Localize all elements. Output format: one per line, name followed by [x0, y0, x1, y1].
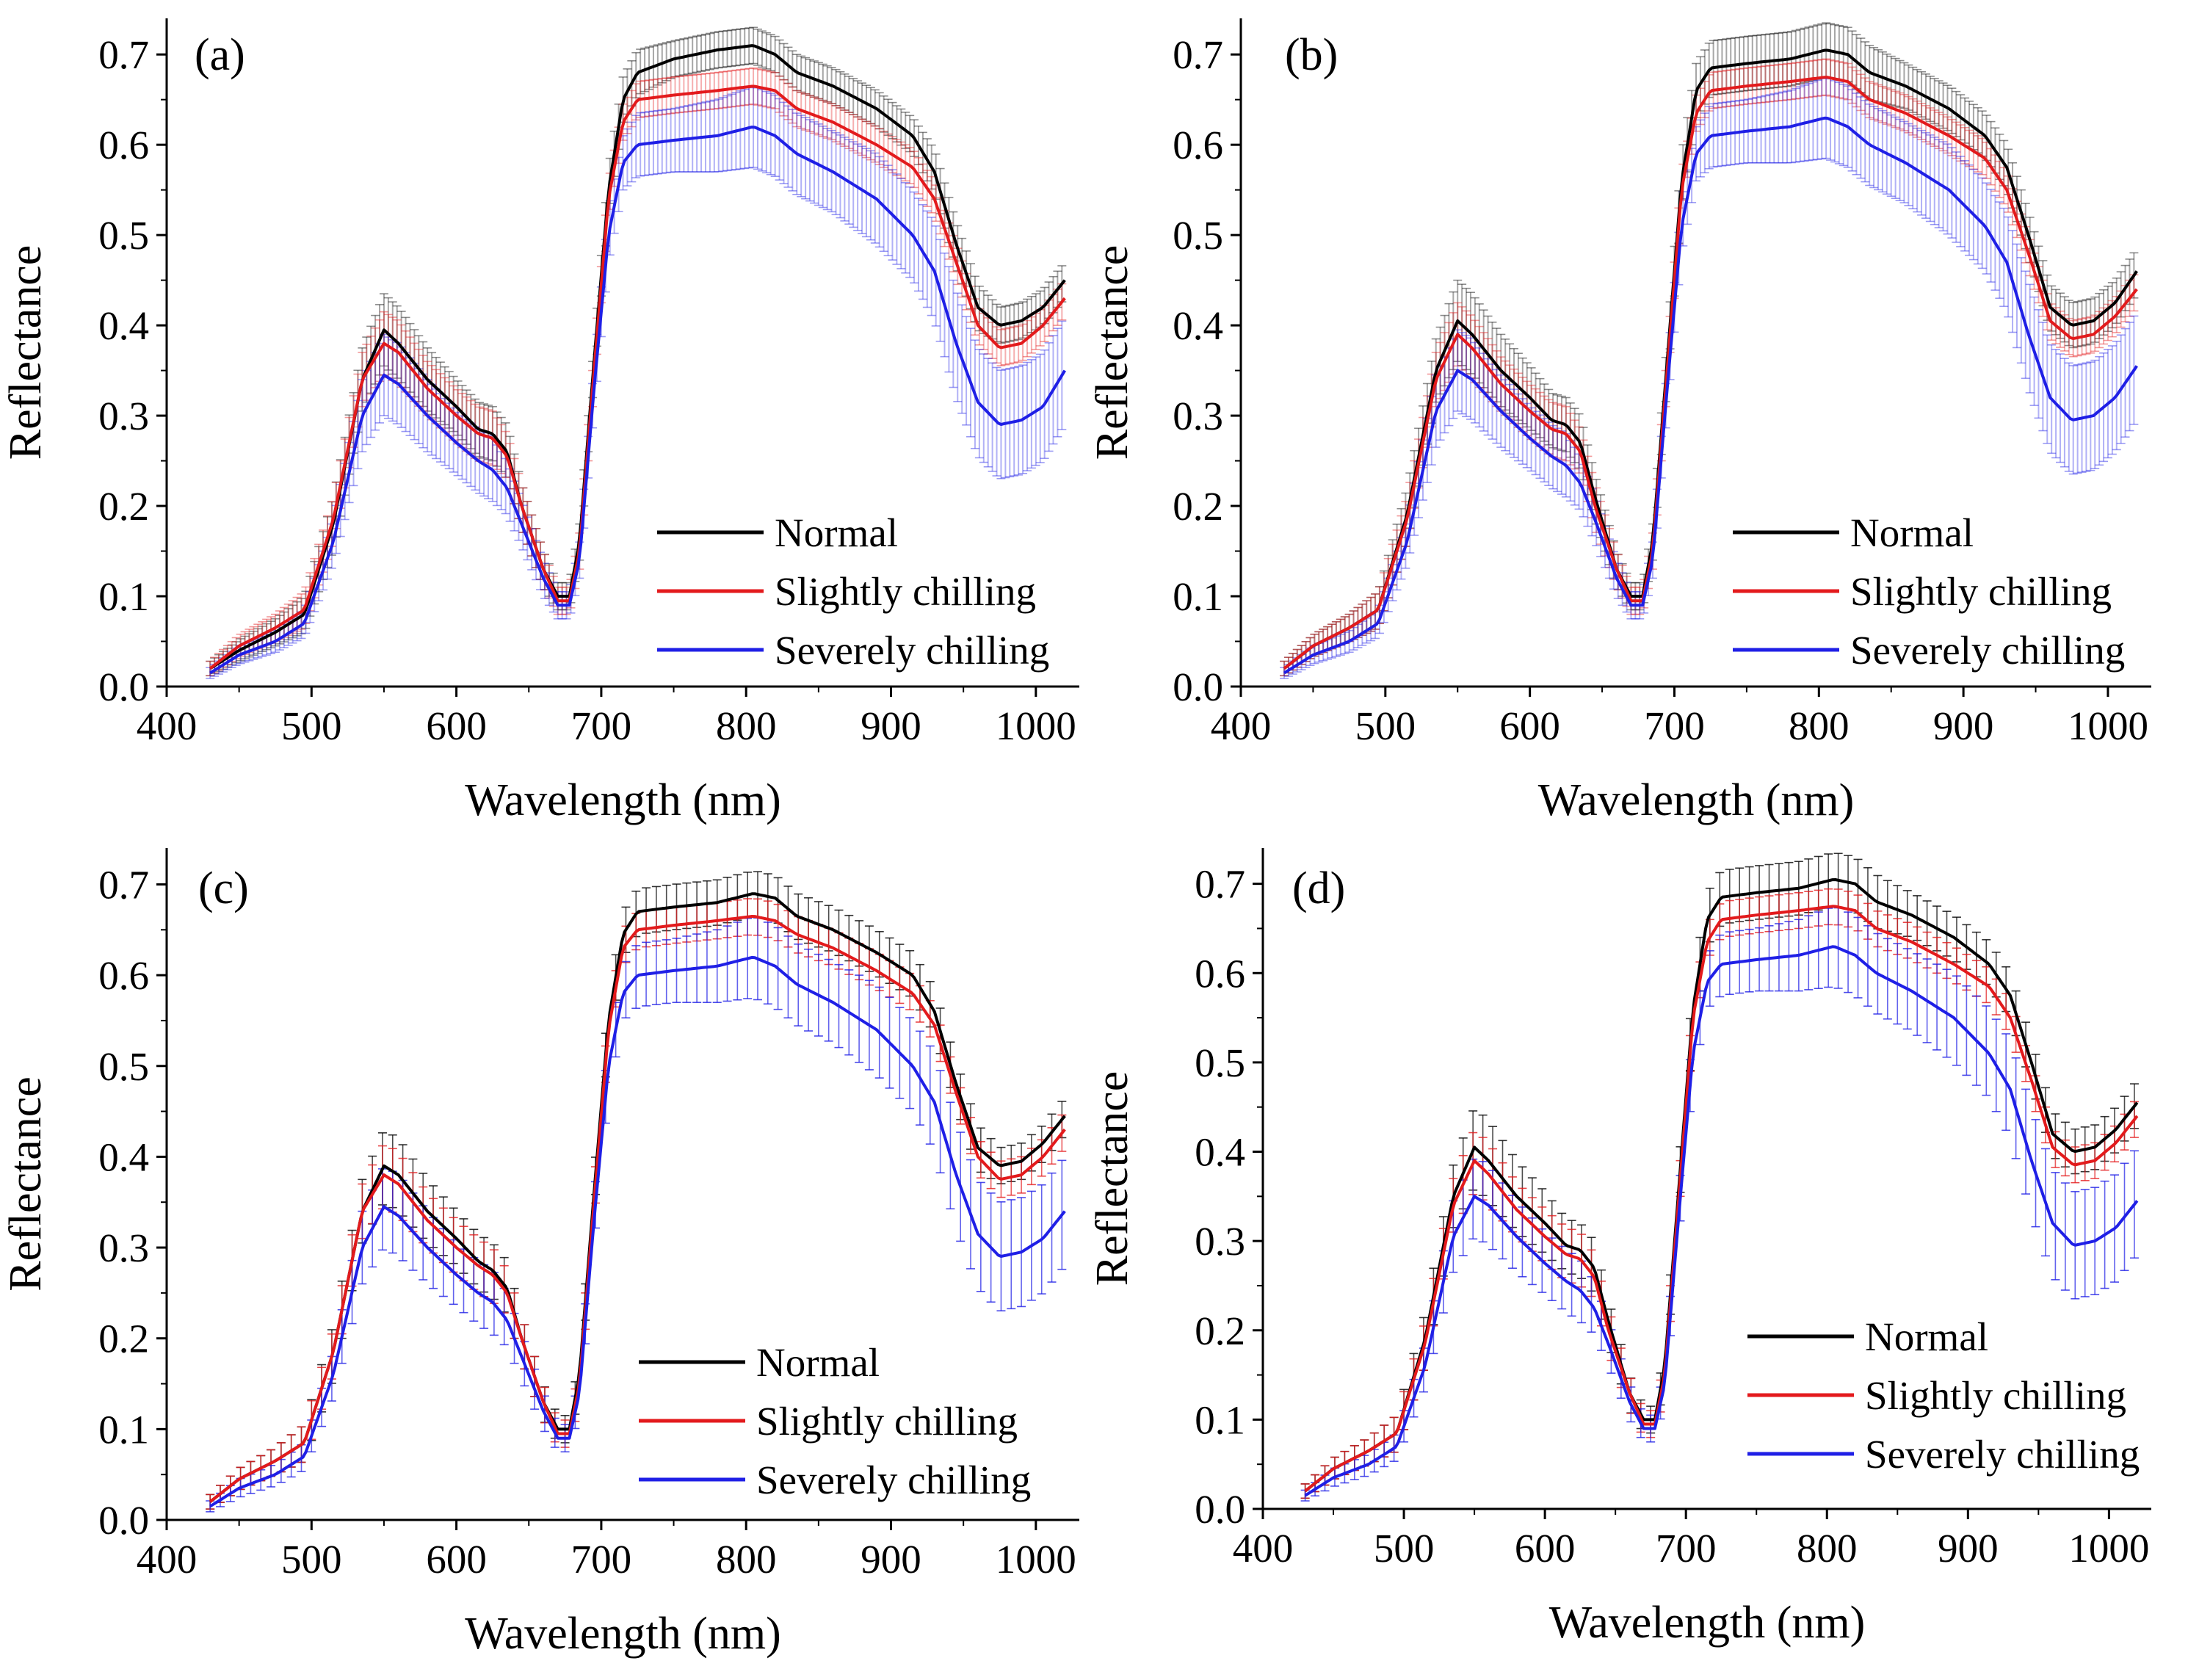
panel-label: (b) [1285, 30, 1338, 80]
series-line-severely-chilling [209, 126, 1067, 675]
legend-label: Normal [775, 510, 898, 555]
y-tick-label: 0.1 [98, 1407, 149, 1452]
legend-label: Normal [1850, 510, 1974, 555]
y-tick-label: 0.1 [98, 574, 149, 619]
x-tick-label: 900 [1933, 703, 1994, 748]
x-tick-label: 400 [1211, 703, 1272, 748]
x-tick-label: 400 [137, 1537, 198, 1582]
panel-label: (c) [198, 863, 249, 913]
y-tick-label: 0.1 [1173, 574, 1223, 619]
x-tick-label: 1000 [996, 703, 1076, 748]
x-axis-title: Wavelength (nm) [1538, 775, 1855, 825]
x-tick-label: 600 [426, 1537, 487, 1582]
series-line-severely-chilling [209, 955, 1066, 1508]
y-tick-label: 0.0 [1173, 665, 1223, 709]
x-tick-label: 900 [861, 703, 921, 748]
legend: Normal Slightly chilling Severely chilling [639, 1340, 1031, 1502]
x-tick-label: 600 [426, 703, 487, 748]
x-axis-title: Wavelength (nm) [465, 775, 781, 825]
x-tick-label: 1000 [2068, 703, 2148, 748]
series-line-slightly-chilling [209, 84, 1066, 670]
y-tick-label: 0.5 [98, 213, 149, 258]
y-axis-title: Reflectance [1, 245, 51, 460]
x-tick-label: 700 [571, 1537, 632, 1582]
legend-label: Slightly chilling [775, 569, 1036, 614]
y-tick-label: 0.3 [98, 394, 149, 438]
panel-d: 400 500 600 700 800 900 10000.00.10.20.30.40.5… [1087, 848, 2151, 1648]
x-tick-label: 400 [137, 703, 198, 748]
legend-label: Severely chilling [1850, 628, 2125, 673]
x-tick-label: 800 [1789, 703, 1850, 748]
y-tick-label: 0.6 [98, 123, 149, 167]
x-tick-label: 600 [1499, 703, 1560, 748]
x-tick-label: 500 [281, 1537, 342, 1582]
y-tick-label: 0.5 [98, 1044, 149, 1089]
x-tick-label: 500 [1355, 703, 1416, 748]
x-tick-label: 800 [716, 703, 777, 748]
panel-b: 400 500 600 700 800 900 1000 0.0 0.1 0.2 0.3 0.4 0.5… [1087, 18, 2151, 825]
legend-label: Normal [756, 1340, 880, 1385]
x-tick-label: 1000 [996, 1537, 1076, 1582]
series-line-slightly-chilling [1283, 76, 2138, 670]
x-tick-label: 900 [861, 1537, 921, 1582]
y-tick-label: 0.3 [98, 1225, 149, 1270]
y-tick-label: 0.7 [98, 32, 149, 77]
x-tick-label: 800 [716, 1537, 777, 1582]
y-tick-label: 0.0 [98, 1498, 149, 1543]
legend-label: Slightly chilling [1850, 569, 2112, 614]
panel-label: (a) [195, 30, 245, 80]
x-tick-label: 700 [1644, 703, 1705, 748]
y-tick-label: 0.0 [98, 665, 149, 709]
series-line-normal [1283, 48, 2138, 670]
y-tick-label: 0.7 [1173, 32, 1223, 77]
legend-label: Severely chilling [756, 1458, 1031, 1502]
y-tick-label: 0.5 [1173, 213, 1223, 258]
legend-label: Slightly chilling [756, 1399, 1018, 1444]
series-line-slightly-chilling [209, 915, 1066, 1503]
y-tick-label: 0.7 [98, 862, 149, 907]
y-tick-label: 0.6 [1173, 123, 1223, 167]
y-tick-label: 0.4 [98, 1134, 149, 1179]
y-tick-label: 0.2 [1173, 484, 1223, 529]
panel-a: 400 500 600 700 800 900 1000 0.0 0.1 0.2 0.3 0.4 0.5… [1, 18, 1079, 825]
x-tick-label: 700 [571, 703, 632, 748]
y-tick-label: 0.4 [1173, 303, 1223, 348]
x-axis-title: Wavelength (nm) [465, 1609, 781, 1659]
legend-label: Severely chilling [775, 628, 1049, 673]
y-tick-label: 0.6 [98, 953, 149, 998]
y-axis-title: Reflectance [1087, 245, 1137, 460]
y-tick-label: 0.2 [98, 484, 149, 529]
legend: Normal Slightly chilling Severely chilling [1733, 510, 2125, 673]
legend: Normal Slightly chilling Severely chilling [657, 510, 1049, 673]
y-tick-label: 0.4 [98, 303, 149, 348]
y-axis-title: Reflectance [1, 1076, 51, 1292]
y-tick-label: 0.2 [98, 1317, 149, 1361]
series-line-severely-chilling [1283, 116, 2138, 675]
x-tick-label: 500 [281, 703, 342, 748]
panel-c: 400 500 600 700 800 900 1000 0.0 0.1 0.2 0.3 0.4 0.5… [1, 848, 1079, 1659]
y-tick-label: 0.3 [1173, 394, 1223, 438]
